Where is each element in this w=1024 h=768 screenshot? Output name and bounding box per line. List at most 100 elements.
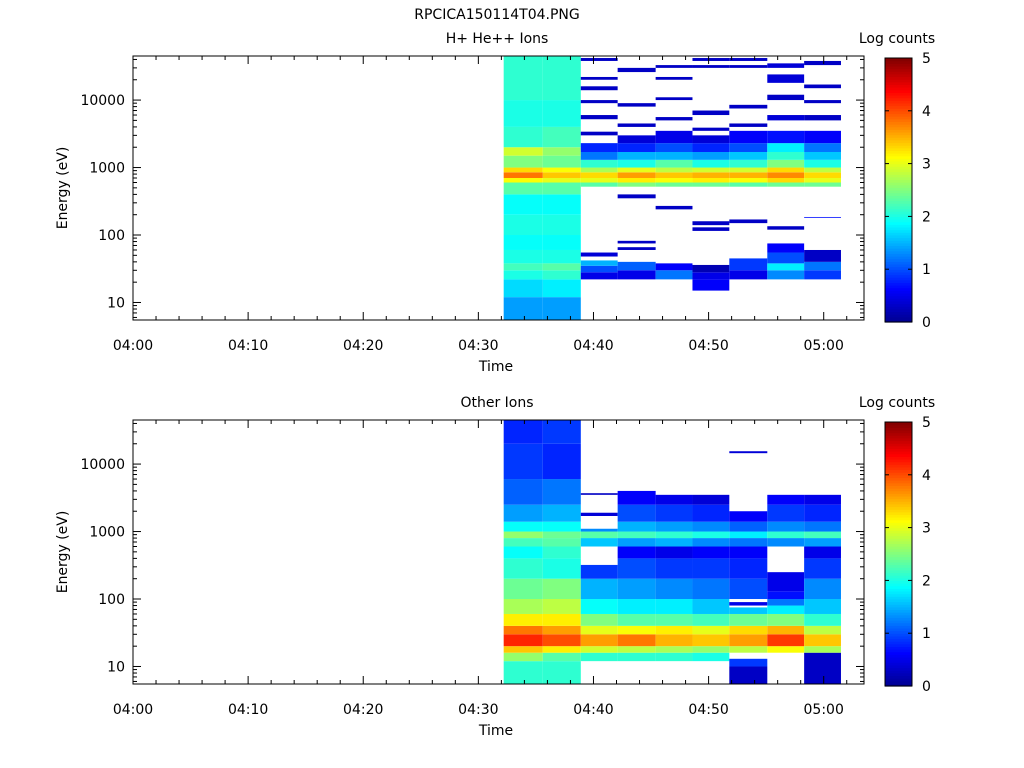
heatmap-cell — [503, 270, 543, 280]
heatmap-cell — [729, 172, 768, 178]
heatmap-cell — [692, 110, 730, 116]
heatmap-cell — [503, 531, 543, 539]
colorbar-swatch — [885, 142, 912, 146]
heatmap-cell — [503, 155, 543, 168]
colorbar-swatch — [885, 445, 912, 449]
heatmap-cell — [655, 613, 693, 626]
colorbar-tick-label: 1 — [922, 626, 931, 642]
x-tick-label: 04:30 — [458, 338, 498, 354]
colorbar-swatch — [885, 216, 912, 220]
heatmap-cell — [729, 123, 768, 127]
heatmap-cell — [503, 177, 543, 183]
colorbar-swatch — [885, 110, 912, 115]
heatmap-cell — [692, 182, 730, 187]
heatmap-cell — [542, 504, 581, 522]
colorbar-swatch — [885, 609, 912, 613]
heatmap-cell — [692, 177, 730, 183]
y-tick-label: 10 — [107, 295, 125, 311]
colorbar-swatch — [885, 234, 912, 239]
heatmap-cell — [692, 127, 730, 131]
heatmap-cell — [767, 572, 805, 592]
colorbar-swatch — [885, 192, 912, 196]
heatmap-cell — [767, 130, 805, 144]
heatmap-cell — [692, 65, 730, 68]
heatmap-cell — [692, 646, 730, 653]
colorbar-swatch — [885, 427, 912, 431]
colorbar-swatch — [885, 464, 912, 468]
heatmap-cell — [617, 652, 656, 662]
heatmap-cell — [542, 235, 581, 250]
colorbar-swatch — [885, 147, 912, 151]
heatmap-cell — [542, 531, 581, 539]
heatmap-cell — [542, 297, 581, 320]
heatmap-cell — [692, 264, 730, 273]
heatmap-cell — [767, 634, 805, 647]
heatmap-cell — [692, 504, 730, 522]
colorbar-swatch — [885, 543, 912, 547]
colorbar-swatch — [885, 314, 912, 318]
heatmap-cell — [804, 151, 841, 160]
colorbar-swatch — [885, 271, 912, 276]
heatmap-cell — [804, 504, 841, 522]
y-tick-label: 1000 — [89, 161, 125, 177]
heatmap-cell — [617, 578, 656, 600]
colorbar-swatch — [885, 208, 912, 212]
heatmap-cell — [655, 599, 693, 614]
heatmap-cell — [617, 546, 656, 559]
colorbar-swatch — [885, 480, 912, 484]
colorbar-swatch — [885, 514, 912, 518]
colorbar-swatch — [885, 443, 912, 447]
heatmap-cell — [767, 74, 805, 83]
heatmap-cell — [503, 172, 543, 178]
heatmap-cell — [580, 599, 618, 614]
colorbar-swatch — [885, 583, 912, 587]
heatmap-cell — [617, 177, 656, 183]
heatmap-cell — [692, 58, 730, 61]
heatmap-cell — [580, 260, 618, 266]
heatmap-cell — [580, 252, 618, 257]
colorbar-swatch — [885, 277, 912, 281]
heatmap-cell — [542, 194, 581, 215]
x-tick-label: 04:10 — [228, 338, 268, 354]
colorbar-swatch — [885, 226, 912, 231]
colorbar-swatch — [885, 511, 912, 515]
heatmap-cell — [655, 205, 693, 210]
heatmap-cell — [729, 538, 768, 547]
colorbar-swatch — [885, 540, 912, 545]
heatmap-cell — [503, 100, 543, 127]
heatmap-cell — [729, 270, 768, 280]
x-tick-label: 04:30 — [458, 702, 498, 718]
heatmap-cell — [542, 599, 581, 614]
colorbar-tick-label: 0 — [922, 679, 931, 695]
colorbar-swatch — [885, 620, 912, 624]
colorbar-swatch — [885, 503, 912, 508]
colorbar-swatch — [885, 567, 912, 571]
heatmap-cell — [804, 177, 841, 183]
heatmap-cell — [804, 599, 841, 614]
colorbar-swatch — [885, 306, 912, 310]
colorbar-swatch — [885, 179, 912, 183]
colorbar-swatch — [885, 97, 912, 101]
heatmap-cell — [729, 151, 768, 160]
heatmap-cell — [617, 67, 656, 73]
colorbar-swatch — [885, 585, 912, 589]
heatmap-cell — [580, 58, 618, 61]
heatmap-cell — [804, 130, 841, 144]
colorbar-swatch — [885, 176, 912, 181]
heatmap-cell — [580, 143, 618, 152]
heatmap-cell — [767, 182, 805, 187]
colorbar-swatch — [885, 94, 912, 99]
heatmap-cell — [503, 194, 543, 215]
colorbar-swatch — [885, 311, 912, 315]
heatmap-cell — [804, 261, 841, 271]
heatmap-cell — [655, 270, 693, 280]
colorbar-swatch — [885, 100, 912, 104]
colorbar-swatch — [885, 256, 912, 260]
heatmap-cell — [542, 177, 581, 183]
colorbar-swatch — [885, 182, 912, 186]
heatmap-cell — [542, 420, 581, 444]
heatmap-cell — [542, 167, 581, 173]
heatmap-cell — [580, 167, 618, 173]
colorbar-swatch — [885, 662, 912, 666]
colorbar-swatch — [885, 71, 912, 75]
